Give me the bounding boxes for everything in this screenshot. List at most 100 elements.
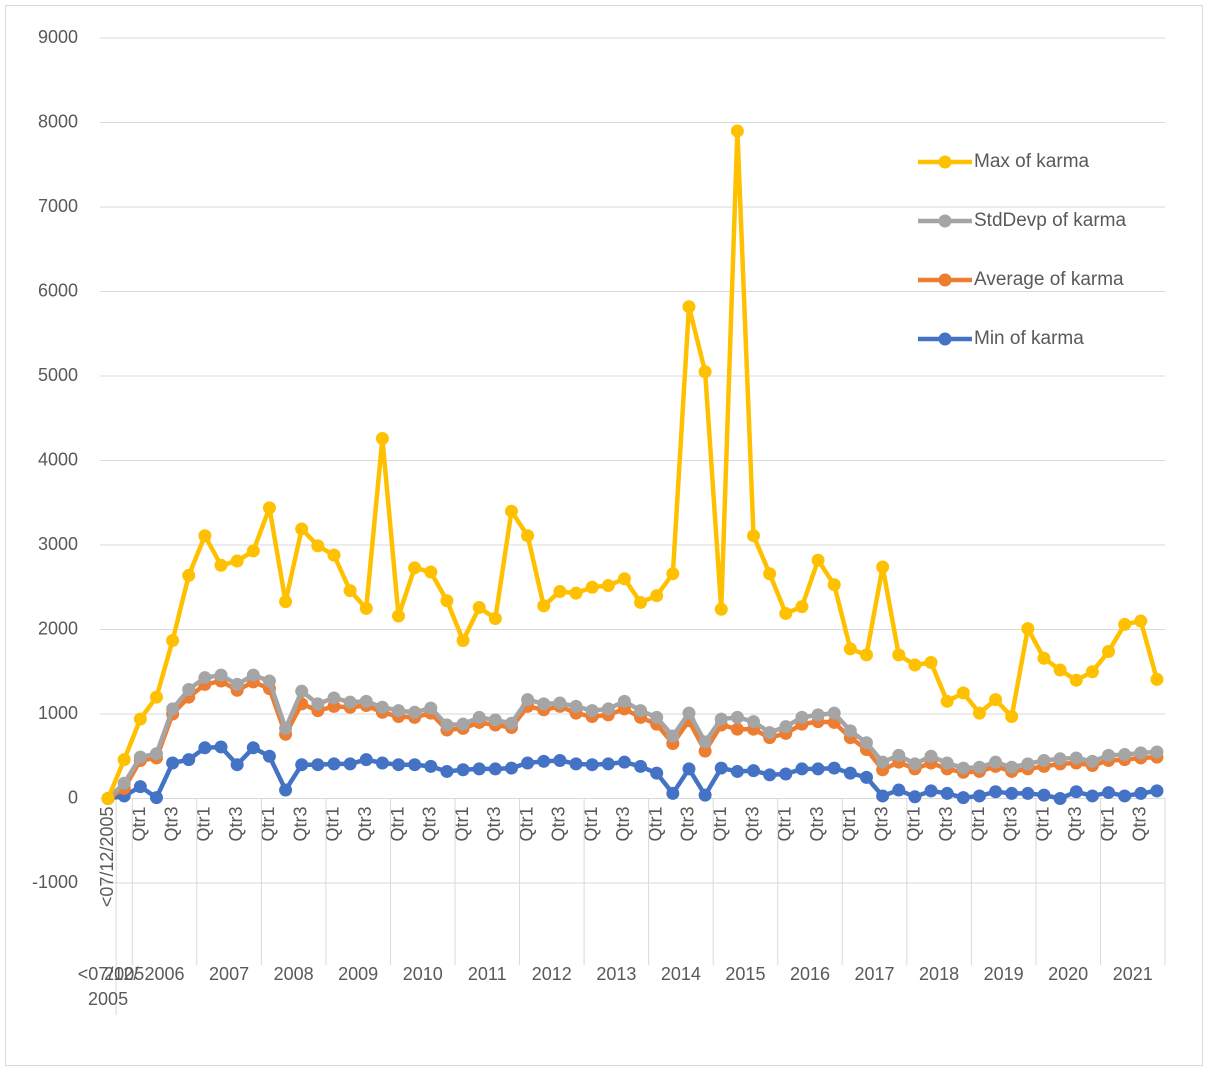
data-point — [359, 601, 373, 615]
x-group-label: 2018 — [919, 964, 960, 984]
x-tick-label: Qtr1 — [194, 807, 214, 842]
data-point — [295, 522, 309, 536]
data-point — [488, 612, 502, 626]
data-point — [795, 710, 809, 724]
x-tick-label: <07/12/2005 — [97, 807, 117, 908]
data-point — [359, 753, 373, 767]
data-point — [956, 761, 970, 775]
data-point — [908, 757, 922, 771]
x-tick-label: Qtr1 — [904, 807, 924, 842]
data-point — [375, 432, 389, 446]
x-tick-label: Qtr3 — [871, 807, 891, 842]
x-group-label: 2009 — [338, 964, 379, 984]
data-point — [617, 572, 631, 586]
y-tick-label: 3000 — [38, 534, 78, 554]
x-group-label: 2020 — [1048, 964, 1089, 984]
data-point — [472, 710, 486, 724]
x-tick-label: Qtr3 — [1130, 807, 1150, 842]
data-point — [262, 674, 276, 688]
data-point — [246, 741, 260, 755]
data-point — [795, 600, 809, 614]
data-point — [182, 753, 196, 767]
x-tick-label: Qtr1 — [710, 807, 730, 842]
data-point — [1085, 665, 1099, 679]
data-point — [440, 718, 454, 732]
x-tick-label: Qtr3 — [290, 807, 310, 842]
x-group-label: 2019 — [983, 964, 1024, 984]
data-point — [682, 706, 696, 720]
data-point — [1037, 651, 1051, 665]
data-point — [634, 704, 648, 718]
data-point — [730, 722, 744, 736]
data-point — [149, 690, 163, 704]
y-tick-label: 2000 — [38, 618, 78, 638]
legend-label: Max of karma — [974, 151, 1090, 172]
data-point — [730, 124, 744, 138]
data-point — [908, 790, 922, 804]
data-point — [1118, 617, 1132, 631]
data-point — [585, 758, 599, 772]
data-point — [1102, 786, 1116, 800]
data-point — [924, 655, 938, 669]
data-point — [553, 696, 567, 710]
data-point — [230, 554, 244, 568]
data-point — [311, 758, 325, 772]
data-point — [504, 761, 518, 775]
x-tick-label: Qtr3 — [484, 807, 504, 842]
data-point — [133, 712, 147, 726]
data-point — [279, 595, 293, 609]
y-tick-label: 7000 — [38, 196, 78, 216]
data-point — [424, 565, 438, 579]
data-point — [553, 753, 567, 767]
data-point — [569, 699, 583, 713]
data-point — [359, 694, 373, 708]
data-point — [1102, 644, 1116, 658]
data-point — [682, 762, 696, 776]
data-point — [924, 749, 938, 763]
data-point — [1021, 786, 1035, 800]
data-point — [698, 788, 712, 802]
data-point — [295, 684, 309, 698]
data-point — [876, 755, 890, 769]
x-tick-label: Qtr3 — [678, 807, 698, 842]
data-point — [617, 755, 631, 769]
data-point — [246, 544, 260, 558]
data-point — [246, 668, 260, 682]
data-point — [843, 766, 857, 780]
data-point — [198, 671, 212, 685]
data-point — [730, 764, 744, 778]
x-group-label: 2008 — [273, 964, 314, 984]
legend-label: Min of karma — [974, 328, 1084, 349]
data-point — [924, 784, 938, 798]
data-point — [989, 785, 1003, 799]
data-point — [117, 753, 131, 767]
data-point — [311, 539, 325, 553]
data-point — [1150, 784, 1164, 798]
data-point — [166, 756, 180, 770]
data-point — [456, 717, 470, 731]
data-point — [553, 584, 567, 598]
data-point — [1021, 757, 1035, 771]
data-point — [1150, 672, 1164, 686]
x-tick-label: Qtr3 — [613, 807, 633, 842]
data-point — [343, 757, 357, 771]
data-point — [634, 595, 648, 609]
x-tick-label: Qtr1 — [581, 807, 601, 842]
data-point — [408, 758, 422, 772]
data-point — [940, 786, 954, 800]
data-point — [198, 741, 212, 755]
data-point — [747, 764, 761, 778]
data-point — [230, 758, 244, 772]
y-tick-label: 5000 — [38, 365, 78, 385]
x-group-label: <07/12/2005 — [77, 964, 139, 1009]
y-tick-label: -1000 — [32, 872, 78, 892]
data-point — [279, 783, 293, 797]
data-point — [182, 568, 196, 582]
data-point — [214, 740, 228, 754]
data-point — [617, 694, 631, 708]
data-point — [279, 721, 293, 735]
data-point — [585, 704, 599, 718]
y-tick-label: 6000 — [38, 280, 78, 300]
data-point — [521, 529, 535, 543]
data-point — [214, 668, 228, 682]
